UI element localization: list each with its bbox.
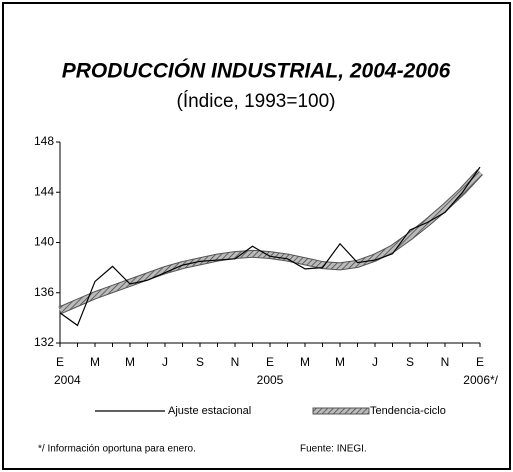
legend-label: Ajuste estacional [168, 405, 251, 417]
legend-swatch [312, 407, 370, 415]
y-tick-label: 136 [34, 285, 54, 299]
x-tick-label: M [335, 355, 345, 369]
year-label: 2006*/ [463, 373, 498, 387]
legend-label: Tendencia-ciclo [370, 405, 446, 417]
chart-title: PRODUCCIÓN INDUSTRIAL, 2004-2006 [62, 59, 451, 83]
series-line [59, 166, 481, 327]
y-tick-label: 148 [34, 134, 54, 148]
x-tick-label: S [406, 355, 414, 369]
trend-line-edge [58, 169, 483, 315]
trend-line [58, 170, 483, 314]
year-label: 2005 [257, 373, 284, 387]
x-tick-label: N [441, 355, 450, 369]
y-tick-label: 144 [34, 184, 54, 198]
x-tick-label: M [300, 355, 310, 369]
chart-subtitle: (Índice, 1993=100) [177, 91, 336, 112]
footnote: */ Información oportuna para enero. [38, 444, 196, 455]
x-tick-label: N [231, 355, 240, 369]
x-tick-label: J [372, 355, 378, 369]
source: Fuente: INEGI. [300, 444, 367, 455]
y-tick-label: 140 [34, 235, 54, 249]
x-tick-label: M [125, 355, 135, 369]
x-tick-label: E [266, 355, 274, 369]
y-tick-label: 132 [34, 335, 54, 349]
x-tick-label: E [476, 355, 484, 369]
x-tick-label: J [162, 355, 168, 369]
x-tick-label: M [90, 355, 100, 369]
x-tick-label: S [196, 355, 204, 369]
year-label: 2004 [54, 373, 81, 387]
x-tick-label: E [56, 355, 64, 369]
